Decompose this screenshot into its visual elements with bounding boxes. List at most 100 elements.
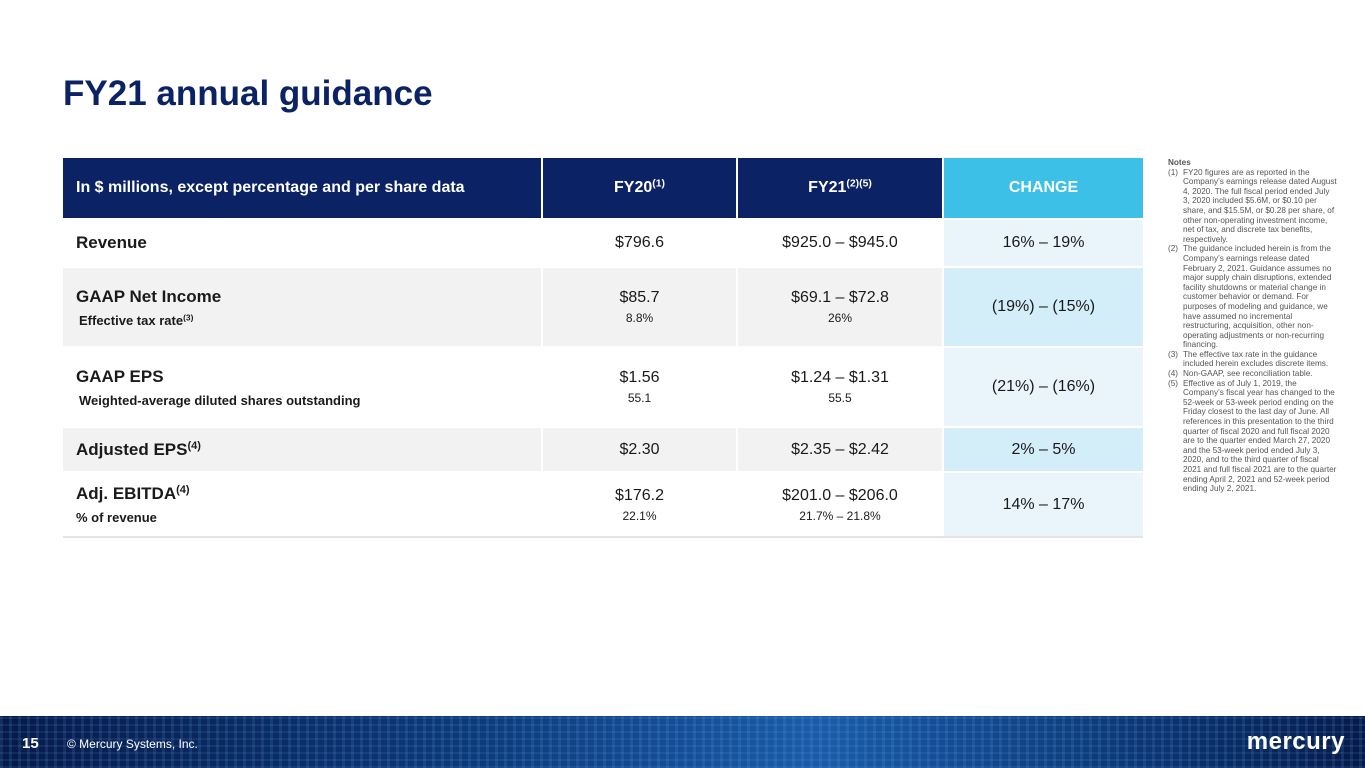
row-label: GAAP EPS — [76, 366, 164, 386]
fy20-subvalue: 55.1 — [627, 391, 652, 405]
header-cell: FY21(2)(5) — [738, 158, 944, 218]
note-item: (5) Effective as of July 1, 2019, the Com… — [1168, 379, 1338, 494]
footer-texture — [0, 716, 1365, 768]
fy21-value: $201.0 – $206.0 — [782, 486, 898, 504]
table-row: GAAP Net Income Effective tax rate(3) $85.… — [63, 268, 1143, 348]
row-label-line: Revenue — [76, 233, 541, 253]
fy20-cell: $176.2 22.1% — [543, 473, 738, 536]
fy20-cell: $85.7 8.8% — [543, 268, 738, 346]
table-row: GAAP EPS Weighted-average diluted shares … — [63, 348, 1143, 428]
header-cell: In $ millions, except percentage and per… — [63, 158, 543, 218]
notes-title: Notes — [1168, 158, 1191, 167]
fy21-value: $2.35 – $2.42 — [791, 440, 889, 458]
note-number: (2) — [1168, 244, 1179, 254]
note-item: (4) Non-GAAP, see reconciliation table. — [1168, 369, 1338, 379]
fy20-value: $1.56 — [619, 369, 660, 386]
row-sublabel-footnote: (3) — [183, 311, 194, 322]
row-label-footnote: (4) — [176, 483, 190, 496]
table-row: Adjusted EPS(4) $2.30 $2.35 – $2.42 2% – 5% — [63, 428, 1143, 473]
row-label: Adjusted EPS — [76, 439, 188, 459]
change-cell: 14% – 17% — [944, 473, 1143, 536]
header-cell: CHANGE — [944, 158, 1143, 218]
row-label-cell: Revenue — [63, 220, 543, 266]
row-sublabel-line: Weighted-average diluted shares outstand… — [76, 393, 541, 408]
change-cell: 2% – 5% — [944, 428, 1143, 471]
header-text-line: FY21(2)(5) — [808, 179, 872, 197]
header-text: In $ millions, except percentage and per… — [76, 179, 465, 196]
fy21-cell: $925.0 – $945.0 — [738, 220, 944, 266]
fy21-cell: $1.24 – $1.31 55.5 — [738, 348, 944, 426]
fy21-subvalue: 26% — [827, 311, 853, 325]
note-text: The effective tax rate in the guidance i… — [1183, 349, 1329, 369]
header-text: FY21 — [808, 179, 847, 196]
header-text: CHANGE — [1008, 179, 1079, 196]
fy21-subvalue: 55.5 — [828, 391, 852, 405]
row-label-line: GAAP EPS — [76, 367, 541, 387]
header-footnote: (2)(5) — [846, 178, 872, 190]
page-number: 15 — [22, 735, 39, 752]
change-cell: (19%) – (15%) — [944, 268, 1143, 346]
row-label-cell: Adjusted EPS(4) — [63, 428, 543, 471]
copyright: © Mercury Systems, Inc. — [67, 737, 198, 751]
row-label: GAAP Net Income — [76, 286, 222, 306]
fy21-value: $1.24 – $1.31 — [791, 369, 889, 386]
fy21-cell: $201.0 – $206.0 21.7% – 21.8% — [738, 473, 944, 536]
row-label-cell: Adj. EBITDA(4) % of revenue — [63, 473, 543, 536]
row-label-line: Adjusted EPS(4) — [76, 440, 541, 460]
fy21-subvalue: 21.7% – 21.8% — [799, 508, 881, 523]
header-text: FY20 — [614, 179, 653, 196]
fy21-cell: $69.1 – $72.8 26% — [738, 268, 944, 346]
note-item: (3) The effective tax rate in the guidanc… — [1168, 350, 1338, 369]
header-text-line: CHANGE — [1009, 179, 1078, 197]
table-row: Revenue $796.6 $925.0 – $945.0 16% – 19% — [63, 220, 1143, 268]
guidance-table: In $ millions, except percentage and per… — [63, 158, 1143, 538]
row-sublabel-line: Effective tax rate(3) — [76, 313, 541, 328]
row-label: Revenue — [76, 233, 147, 252]
fy20-value: $796.6 — [615, 234, 664, 251]
note-text: Non-GAAP, see reconciliation table. — [1183, 369, 1313, 379]
change-cell: (21%) – (16%) — [944, 348, 1143, 426]
header-footnote: (1) — [652, 178, 665, 190]
row-label: Adj. EBITDA — [76, 484, 177, 503]
note-number: (3) — [1168, 349, 1179, 359]
header-cell: FY20(1) — [543, 158, 738, 218]
row-label-footnote: (4) — [187, 439, 201, 452]
fy20-value: $176.2 — [615, 486, 664, 504]
fy20-cell: $1.56 55.1 — [543, 348, 738, 426]
change-cell: 16% – 19% — [944, 220, 1143, 266]
header-row: In $ millions, except percentage and per… — [63, 158, 1143, 220]
logo: mercury — [1246, 728, 1345, 755]
fy20-value: $85.7 — [619, 289, 660, 306]
footer: 15 © Mercury Systems, Inc. mercury — [0, 716, 1365, 768]
fy21-cell: $2.35 – $2.42 — [738, 428, 944, 471]
row-sublabel-line: % of revenue — [76, 510, 541, 525]
note-text: The guidance included herein is from the… — [1183, 244, 1332, 350]
fy21-value: $69.1 – $72.8 — [791, 289, 889, 306]
row-label-cell: GAAP Net Income Effective tax rate(3) — [63, 268, 543, 346]
fy20-cell: $2.30 — [543, 428, 738, 471]
note-item: (1) FY20 figures are as reported in the C… — [1168, 168, 1338, 245]
row-label-cell: GAAP EPS Weighted-average diluted shares … — [63, 348, 543, 426]
notes: Notes (1) FY20 figures are as reported in… — [1168, 158, 1338, 494]
note-number: (4) — [1168, 369, 1179, 379]
table-row: Adj. EBITDA(4) % of revenue $176.2 22.1% $20… — [63, 473, 1143, 538]
note-item: (2) The guidance included herein is from … — [1168, 244, 1338, 350]
note-text: FY20 figures are as reported in the Comp… — [1183, 167, 1337, 244]
row-sublabel: Weighted-average diluted shares outstand… — [79, 392, 361, 408]
fy20-subvalue: 8.8% — [625, 311, 654, 325]
header-text-line: In $ millions, except percentage and per… — [76, 179, 541, 197]
note-text: Effective as of July 1, 2019, the Compan… — [1183, 378, 1337, 494]
row-label-line: Adj. EBITDA(4) — [76, 484, 541, 504]
header-text-line: FY20(1) — [614, 179, 665, 197]
fy20-value: $2.30 — [619, 440, 660, 458]
fy20-subvalue: 22.1% — [622, 508, 657, 523]
note-number: (5) — [1168, 378, 1179, 388]
note-number: (1) — [1168, 167, 1179, 177]
row-label-line: GAAP Net Income — [76, 287, 541, 307]
row-sublabel: % of revenue — [76, 510, 157, 525]
row-sublabel: Effective tax rate — [79, 312, 184, 328]
fy20-cell: $796.6 — [543, 220, 738, 266]
slide-title: FY21 annual guidance — [63, 74, 433, 113]
fy21-value: $925.0 – $945.0 — [782, 234, 898, 251]
